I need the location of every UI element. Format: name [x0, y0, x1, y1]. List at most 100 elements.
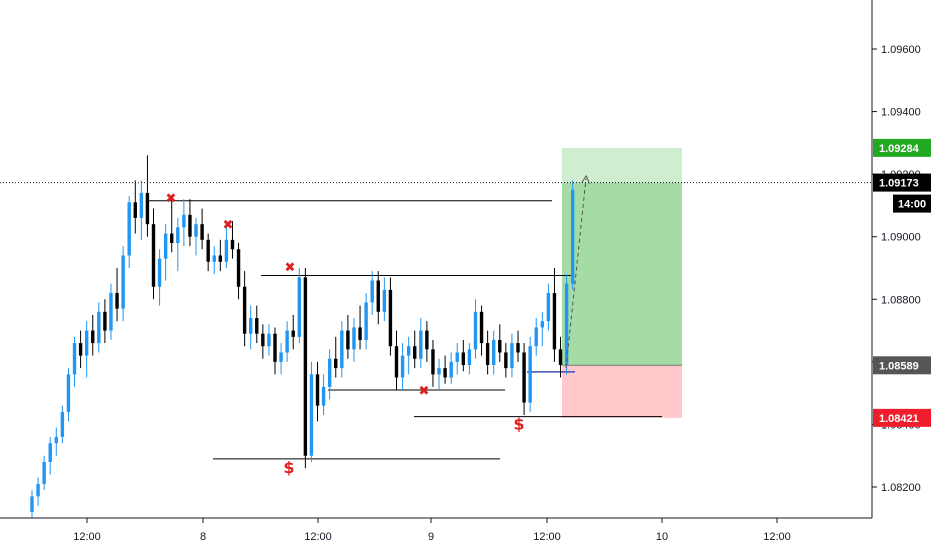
candle: [340, 321, 344, 378]
chart-markers: ✖ ✖ ✖ ✖ $ $: [166, 192, 525, 478]
candle: [479, 305, 484, 356]
candle: [30, 490, 34, 519]
candle: [230, 221, 235, 259]
time-tick-label: 8: [200, 531, 206, 543]
candle: [498, 324, 502, 362]
candle: [249, 305, 253, 350]
candle: [431, 339, 435, 387]
candle: [273, 327, 277, 375]
candle: [540, 311, 544, 347]
candle: [115, 268, 119, 322]
dollar-marker: $: [513, 414, 524, 433]
candle: [60, 405, 65, 444]
candle: [388, 277, 393, 356]
candlestick-series: [30, 155, 575, 519]
candle: [255, 305, 259, 344]
candle: [151, 208, 156, 300]
candle: [492, 330, 496, 375]
candle: [552, 268, 557, 362]
time-tick-label: 12:00: [763, 531, 791, 543]
projection-arrow[interactable]: [565, 179, 586, 369]
candle: [42, 455, 46, 491]
candle: [206, 233, 210, 272]
candle: [163, 224, 168, 281]
svg-text:1.09173: 1.09173: [879, 178, 919, 190]
candle: [346, 314, 350, 359]
candle: [394, 330, 399, 391]
horizontal-levels: [147, 200, 682, 460]
candle: [473, 299, 478, 359]
candle: [309, 361, 314, 462]
candle: [510, 333, 514, 378]
time-tick-label: 10: [656, 531, 668, 543]
candle: [261, 324, 265, 359]
candle: [200, 208, 204, 250]
candle: [528, 336, 532, 412]
candle: [485, 330, 490, 375]
candle: [78, 330, 83, 369]
candle: [321, 374, 326, 416]
time-tick-label: 12:00: [304, 531, 332, 543]
candle: [66, 368, 71, 422]
candle: [558, 336, 563, 378]
candle: [121, 246, 125, 322]
candle: [188, 199, 192, 247]
time-tick-label: 12:00: [73, 531, 101, 543]
svg-text:14:00: 14:00: [898, 199, 926, 211]
candle: [455, 343, 459, 375]
candle: [84, 321, 89, 378]
candle: [176, 217, 180, 272]
candle: [522, 343, 526, 416]
x-marker: ✖: [223, 218, 234, 233]
candle: [72, 336, 77, 387]
current-price-tag: 1.09173: [873, 173, 931, 192]
price-tick-label: 1.09000: [881, 232, 921, 244]
price-tick-label: 1.09600: [881, 44, 921, 56]
candle: [461, 339, 466, 372]
target-zone[interactable]: [562, 182, 682, 366]
candle: [48, 436, 52, 475]
time-axis[interactable]: 12:00 8 12:00 9 12:00 10 12:00: [73, 518, 791, 543]
candle: [516, 330, 520, 362]
price-tick-label: 1.08200: [881, 482, 921, 494]
price-tick-label: 1.09400: [881, 107, 921, 119]
stop-price-tag: 1.08421: [873, 408, 931, 427]
candle: [303, 268, 308, 469]
candle: [91, 314, 95, 356]
price-tick-label: 1.08800: [881, 294, 921, 306]
plot-background: [0, 0, 872, 518]
candle: [400, 343, 405, 391]
candle: [425, 321, 429, 362]
target-zone-upper: [562, 147, 682, 183]
time-tick-label: 9: [428, 531, 434, 543]
candle: [170, 199, 174, 253]
candle: [145, 155, 150, 237]
candle: [534, 318, 538, 356]
candle: [242, 271, 247, 347]
candle: [218, 239, 223, 272]
candle: [504, 343, 508, 378]
candle: [327, 349, 332, 400]
candle: [443, 355, 447, 384]
candle: [54, 427, 58, 456]
candle: [546, 283, 551, 331]
stop-zone[interactable]: [562, 365, 682, 418]
dollar-marker: $: [283, 458, 294, 477]
candle: [437, 358, 441, 391]
svg-text:1.08421: 1.08421: [879, 413, 919, 425]
candle: [382, 277, 387, 322]
svg-text:1.08589: 1.08589: [879, 360, 919, 372]
price-tags: 1.09284 1.09173 14:00 1.08589 1.08421: [873, 138, 931, 427]
x-marker: ✖: [166, 192, 177, 207]
candle: [212, 246, 216, 275]
candle: [291, 314, 295, 350]
candle: [297, 268, 301, 344]
candle: [139, 180, 144, 240]
candle: [376, 271, 380, 325]
candle: [194, 217, 198, 256]
candle: [370, 271, 374, 315]
candle: [364, 293, 368, 350]
candle: [419, 318, 423, 369]
candle: [570, 180, 575, 290]
